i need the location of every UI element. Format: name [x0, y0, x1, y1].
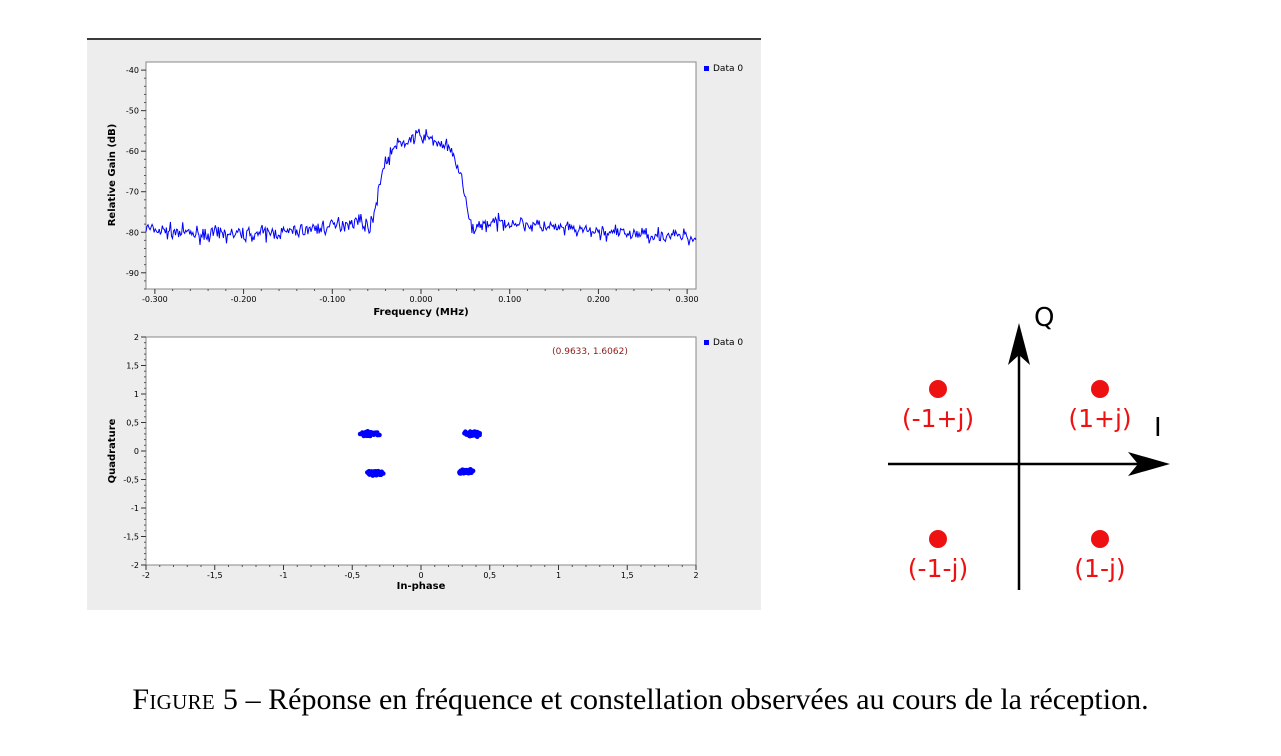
- i-axis-arrowhead: [1128, 452, 1170, 476]
- y-tick-label: 1,5: [126, 362, 139, 371]
- y-tick-label: -50: [126, 107, 139, 116]
- ideal-constellation-points: (1+j) (-1+j) (-1-j) (1-j): [902, 380, 1132, 583]
- figure-number: Figure 5: [132, 683, 239, 716]
- q-axis-label: Q: [1034, 303, 1054, 333]
- x-tick-label: 0.300: [676, 295, 699, 304]
- frequency-plot-area[interactable]: [145, 61, 697, 290]
- y-tick-label: 0,5: [126, 419, 139, 428]
- ideal-symbol-label: (-1+j): [902, 404, 974, 433]
- figure-caption: Figure 5 – Réponse en fréquence et const…: [0, 683, 1281, 717]
- y-tick-label: -90: [126, 269, 139, 278]
- constellation-sample: [475, 430, 481, 435]
- cursor-coordinate-annotation: (0.9633, 1.6062): [552, 347, 628, 357]
- ideal-symbol-dot: [1091, 530, 1109, 548]
- figure-caption-text: – Réponse en fréquence et constellation …: [238, 683, 1149, 716]
- ideal-symbol-label: (1-j): [1074, 554, 1125, 583]
- x-tick-label: 0.100: [498, 295, 521, 304]
- y-tick-label: 2: [134, 333, 139, 342]
- i-axis-label: I: [1154, 413, 1162, 443]
- frequency-x-axis-label: Frequency (MHz): [373, 307, 468, 318]
- ideal-symbol-label: (1+j): [1068, 404, 1131, 433]
- y-tick-label: -80: [126, 228, 139, 237]
- x-tick-label: 2: [693, 571, 698, 580]
- constellation-sample: [457, 469, 463, 475]
- constellation-sample: [466, 470, 471, 476]
- constellation-axes: -2 -1,5 -1 -0,5 0 0,5 1 1,5 2 -2 -1,5 -1 -0,5 0 0,5 1 1,…: [123, 333, 698, 580]
- frequency-y-axis-label: Relative Gain (dB): [107, 124, 118, 227]
- constellation-plot[interactable]: -2 -1,5 -1 -0,5 0 0,5 1 1,5 2 -2 -1,5 -1 -0,5 0 0,5 1 1,…: [107, 333, 743, 592]
- y-tick-label: -40: [126, 66, 139, 75]
- frequency-series-line: [145, 128, 697, 246]
- x-tick-label: -0.100: [319, 295, 345, 304]
- x-tick-label: 1,5: [621, 571, 634, 580]
- y-tick-label: 0: [134, 447, 139, 456]
- y-tick-label: -2: [131, 561, 139, 570]
- x-tick-label: 0.200: [587, 295, 610, 304]
- constellation-sample: [369, 470, 375, 476]
- x-tick-label: 0.000: [410, 295, 433, 304]
- constellation-sample: [373, 470, 379, 475]
- frequency-legend-label[interactable]: Data 0: [713, 64, 743, 74]
- x-tick-label: 0,5: [483, 571, 496, 580]
- constellation-sample: [381, 471, 386, 476]
- ideal-qpsk-diagram: I Q (1+j) (-1+j) (-1-j) (1-j): [888, 303, 1170, 590]
- y-tick-label: 1: [134, 390, 139, 399]
- constellation-points: [357, 429, 483, 478]
- constellation-sample: [469, 430, 474, 436]
- x-tick-label: -2: [142, 571, 150, 580]
- constellation-y-axis-label: Quadrature: [107, 418, 118, 483]
- q-axis-arrowhead: [1008, 323, 1030, 365]
- x-tick-label: -1,5: [207, 571, 223, 580]
- y-tick-label: -0,5: [123, 476, 139, 485]
- frequency-legend-swatch: [704, 66, 709, 71]
- frequency-response-plot[interactable]: -90 -80 -70 -60 -50 -40 -0.300 -0.200 -0.100 0.00…: [107, 61, 743, 318]
- ideal-symbol-dot: [929, 380, 947, 398]
- frequency-axes: -90 -80 -70 -60 -50 -40 -0.300 -0.200 -0.100 0.00…: [126, 66, 699, 304]
- x-tick-label: 0: [418, 571, 423, 580]
- y-tick-label: -70: [126, 188, 139, 197]
- ideal-symbol-dot: [1091, 380, 1109, 398]
- ideal-symbol-label: (-1-j): [908, 554, 968, 583]
- constellation-plot-area[interactable]: [145, 336, 697, 566]
- x-tick-label: -1: [280, 571, 288, 580]
- x-tick-label: -0,5: [344, 571, 360, 580]
- x-tick-label: 1: [556, 571, 561, 580]
- x-tick-label: -0.200: [231, 295, 257, 304]
- constellation-legend-swatch: [704, 340, 709, 345]
- constellation-sample: [377, 432, 382, 438]
- y-tick-label: -1,5: [123, 533, 139, 542]
- y-tick-label: -1: [131, 504, 139, 513]
- ideal-symbol-dot: [929, 530, 947, 548]
- constellation-legend-label[interactable]: Data 0: [713, 338, 743, 348]
- y-tick-label: -60: [126, 147, 139, 156]
- x-tick-label: -0.300: [142, 295, 168, 304]
- constellation-sample: [463, 429, 468, 435]
- constellation-sample: [367, 431, 373, 436]
- constellation-sample: [365, 470, 370, 475]
- constellation-x-axis-label: In-phase: [397, 581, 446, 592]
